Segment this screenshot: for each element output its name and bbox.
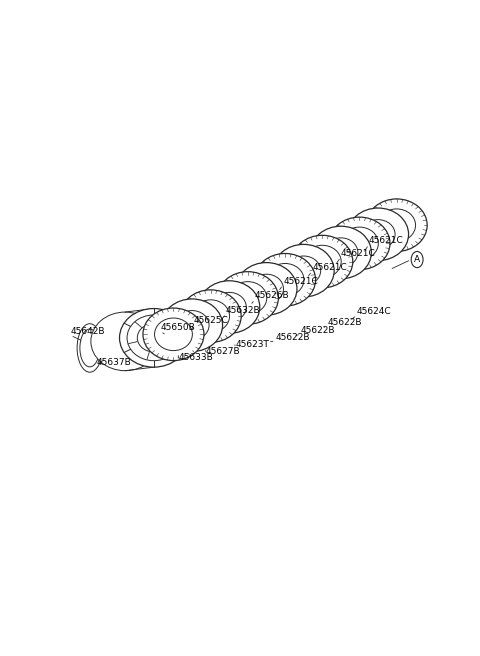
Ellipse shape	[324, 238, 358, 267]
Ellipse shape	[236, 262, 297, 315]
Text: 45633B: 45633B	[178, 352, 213, 361]
Ellipse shape	[273, 245, 334, 297]
Text: 45623T: 45623T	[236, 340, 269, 350]
Ellipse shape	[77, 323, 102, 372]
Ellipse shape	[212, 293, 246, 321]
Text: 45621C: 45621C	[369, 236, 404, 245]
Ellipse shape	[175, 310, 209, 340]
Ellipse shape	[80, 329, 100, 367]
Text: 45637B: 45637B	[96, 358, 131, 367]
Ellipse shape	[217, 272, 278, 324]
Ellipse shape	[91, 312, 159, 371]
Text: 45621C: 45621C	[312, 263, 347, 272]
Ellipse shape	[137, 324, 170, 352]
Ellipse shape	[162, 299, 223, 352]
Text: 45621C: 45621C	[341, 249, 376, 258]
Ellipse shape	[366, 199, 427, 251]
Ellipse shape	[348, 208, 408, 260]
Ellipse shape	[143, 308, 204, 361]
Ellipse shape	[254, 253, 315, 306]
Text: 45632B: 45632B	[226, 306, 261, 315]
Text: 45624C: 45624C	[357, 307, 392, 316]
Ellipse shape	[311, 226, 372, 279]
Ellipse shape	[180, 290, 241, 342]
Ellipse shape	[287, 256, 321, 285]
Ellipse shape	[155, 318, 192, 350]
Ellipse shape	[266, 264, 304, 296]
Text: 45650B: 45650B	[160, 323, 195, 333]
Ellipse shape	[329, 217, 390, 270]
Ellipse shape	[340, 227, 378, 260]
Ellipse shape	[229, 281, 267, 314]
Text: 45625C: 45625C	[193, 316, 228, 325]
Text: 45622B: 45622B	[301, 326, 336, 335]
Ellipse shape	[303, 245, 341, 278]
Text: 45642B: 45642B	[71, 327, 105, 337]
Text: 45627B: 45627B	[206, 346, 240, 356]
Text: A: A	[414, 255, 420, 264]
Ellipse shape	[361, 220, 395, 249]
Ellipse shape	[120, 308, 188, 367]
Ellipse shape	[127, 315, 180, 361]
Ellipse shape	[378, 209, 416, 241]
Ellipse shape	[292, 236, 353, 288]
Ellipse shape	[199, 281, 260, 333]
Text: 45626B: 45626B	[255, 291, 289, 300]
Text: 45622B: 45622B	[327, 318, 361, 327]
Text: 45621C: 45621C	[283, 277, 318, 286]
Ellipse shape	[250, 274, 284, 304]
Ellipse shape	[192, 300, 229, 333]
Text: 45622B: 45622B	[276, 333, 310, 342]
